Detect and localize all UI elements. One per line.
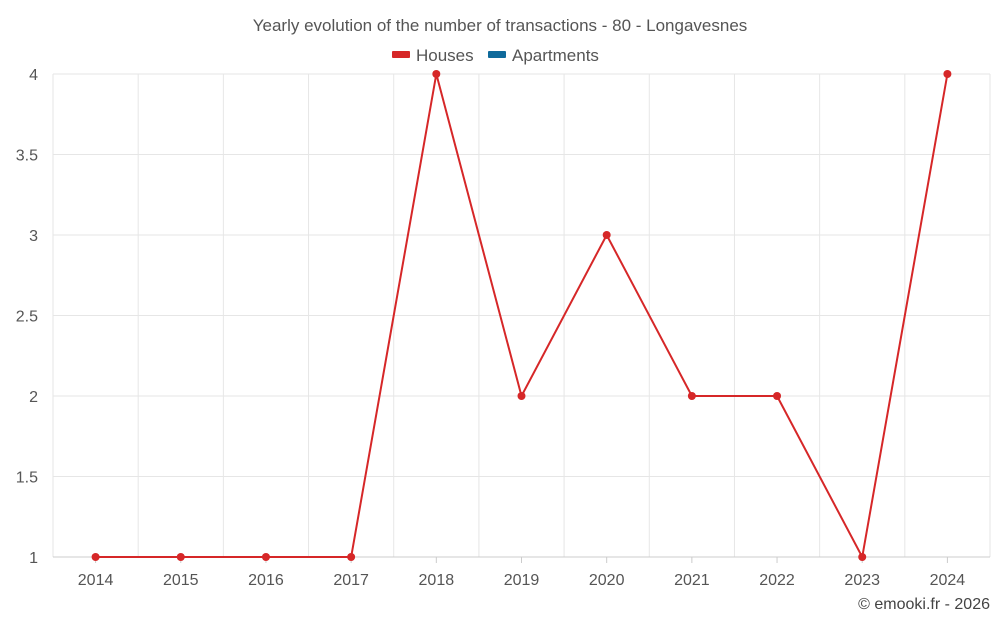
data-point[interactable] xyxy=(687,392,696,400)
data-point[interactable] xyxy=(517,392,526,400)
x-tick-label: 2024 xyxy=(930,572,966,589)
y-tick-label: 2 xyxy=(29,389,38,406)
x-tick-label: 2016 xyxy=(248,572,284,589)
series-layer xyxy=(91,70,952,561)
y-tick-label: 1.5 xyxy=(16,470,38,487)
legend-swatch-apartments xyxy=(488,51,506,58)
x-tick-label: 2020 xyxy=(589,572,625,589)
x-axis-ticks: 2014 2015 2016 2017 2018 2019 2020 2021 2022 2023… xyxy=(78,557,966,589)
data-point[interactable] xyxy=(602,231,611,239)
legend: Houses Apartments xyxy=(392,46,599,65)
y-tick-label: 1 xyxy=(29,550,38,567)
x-tick-label: 2017 xyxy=(333,572,369,589)
x-tick-label: 2019 xyxy=(504,572,540,589)
data-point[interactable] xyxy=(176,553,185,561)
y-axis-ticks: 1 1.5 2 2.5 3 3.5 4 xyxy=(16,67,38,567)
data-point[interactable] xyxy=(943,70,952,78)
legend-label-apartments: Apartments xyxy=(512,46,599,65)
y-tick-label: 3.5 xyxy=(16,148,38,165)
x-tick-label: 2018 xyxy=(419,572,455,589)
legend-item-houses[interactable]: Houses xyxy=(392,46,474,65)
data-point[interactable] xyxy=(91,553,100,561)
chart-title: Yearly evolution of the number of transa… xyxy=(253,16,748,35)
legend-item-apartments[interactable]: Apartments xyxy=(488,46,599,65)
grid xyxy=(52,73,991,558)
legend-swatch-houses xyxy=(392,51,410,58)
y-tick-label: 2.5 xyxy=(16,309,38,326)
x-tick-label: 2015 xyxy=(163,572,199,589)
x-tick-label: 2014 xyxy=(78,572,114,589)
data-point[interactable] xyxy=(432,70,441,78)
y-tick-label: 4 xyxy=(29,67,38,84)
x-tick-label: 2022 xyxy=(759,572,795,589)
x-tick-label: 2023 xyxy=(844,572,880,589)
x-tick-label: 2021 xyxy=(674,572,710,589)
credit-text: © emooki.fr - 2026 xyxy=(858,596,990,613)
data-point[interactable] xyxy=(858,553,867,561)
y-tick-label: 3 xyxy=(29,228,38,245)
data-point[interactable] xyxy=(773,392,782,400)
legend-label-houses: Houses xyxy=(416,46,474,65)
data-point[interactable] xyxy=(261,553,270,561)
data-point[interactable] xyxy=(347,553,356,561)
